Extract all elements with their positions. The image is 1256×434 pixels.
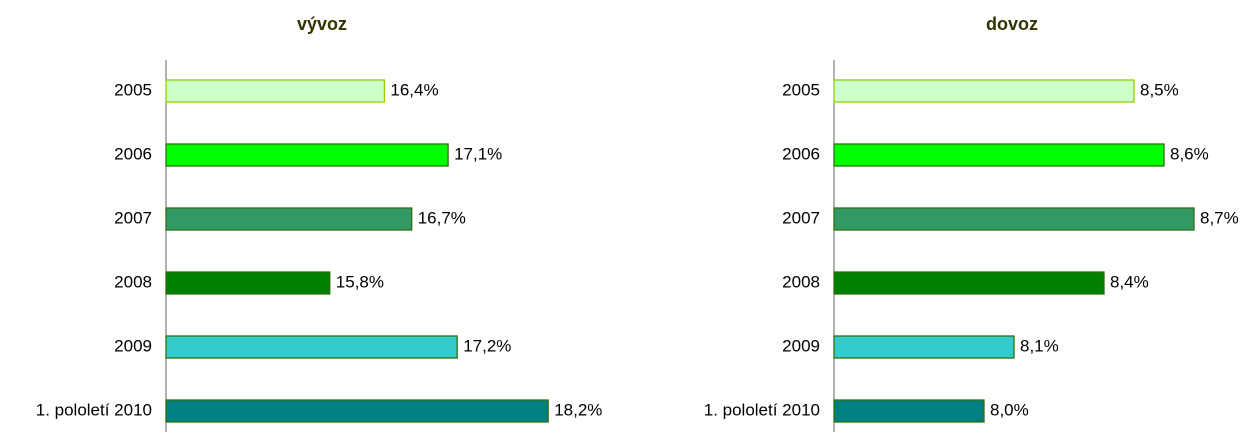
bar — [833, 79, 1135, 103]
data-label: 18,2% — [554, 400, 602, 419]
bar — [833, 335, 1015, 359]
y-tick-label: 2006 — [114, 144, 152, 163]
bar — [165, 271, 331, 295]
data-label: 8,6% — [1170, 144, 1209, 163]
data-label: 15,8% — [336, 272, 384, 291]
data-label: 17,1% — [454, 144, 502, 163]
y-tick-label: 2009 — [782, 336, 820, 355]
data-label: 8,0% — [990, 400, 1029, 419]
data-label: 8,4% — [1110, 272, 1149, 291]
y-tick-label: 2007 — [114, 208, 152, 227]
bar — [165, 207, 413, 231]
data-label: 16,4% — [390, 80, 438, 99]
y-tick-label: 2005 — [782, 80, 820, 99]
data-label: 8,7% — [1200, 208, 1239, 227]
bar — [165, 335, 458, 359]
y-tick-label: 2005 — [114, 80, 152, 99]
data-label: 16,7% — [418, 208, 466, 227]
y-tick-label: 1. pololetí 2010 — [704, 400, 820, 419]
bar — [833, 207, 1195, 231]
bar — [165, 79, 386, 103]
y-tick-label: 2006 — [782, 144, 820, 163]
bar — [833, 399, 985, 423]
data-label: 8,1% — [1020, 336, 1059, 355]
data-label: 17,2% — [463, 336, 511, 355]
y-tick-label: 2009 — [114, 336, 152, 355]
data-label: 8,5% — [1140, 80, 1179, 99]
bar — [833, 143, 1165, 167]
bar — [165, 143, 449, 167]
chart-title: dovoz — [986, 14, 1038, 34]
bar — [833, 271, 1105, 295]
chart-title: vývoz — [297, 14, 347, 34]
y-tick-label: 2008 — [114, 272, 152, 291]
y-tick-label: 1. pololetí 2010 — [36, 400, 152, 419]
y-tick-label: 2007 — [782, 208, 820, 227]
y-tick-label: 2008 — [782, 272, 820, 291]
bar — [165, 399, 549, 423]
